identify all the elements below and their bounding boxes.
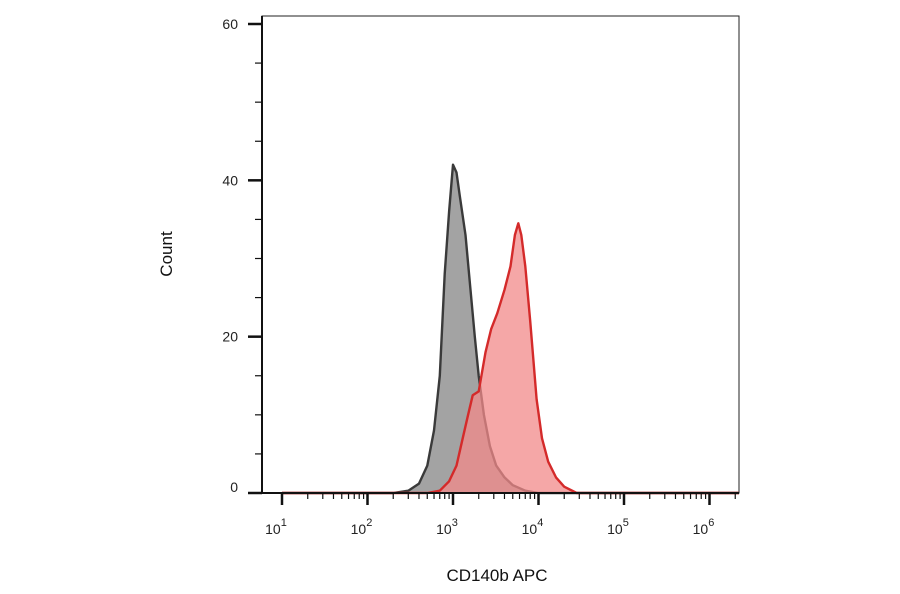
y-axis-title: Count <box>157 231 176 277</box>
x-axis-title: CD140b APC <box>446 566 547 585</box>
series-layer <box>282 163 739 495</box>
series-2-line <box>282 222 739 495</box>
x-tick-label: 101 <box>265 517 287 537</box>
y-tick-label: 20 <box>222 329 238 345</box>
x-tick-label: 102 <box>351 517 373 537</box>
y-tick-label: 60 <box>222 16 238 32</box>
x-tick-label: 104 <box>522 517 544 537</box>
y-tick-label: 40 <box>222 172 238 188</box>
series-2-fill <box>282 223 739 494</box>
y-axis: 0 20 40 60 <box>222 16 263 495</box>
x-axis: 101 102 103 104 105 106 <box>262 492 739 537</box>
x-tick-label: 103 <box>436 517 458 537</box>
x-tick-label: 106 <box>693 517 715 537</box>
y-tick-label: 0 <box>230 479 238 495</box>
x-tick-label: 105 <box>607 517 629 537</box>
